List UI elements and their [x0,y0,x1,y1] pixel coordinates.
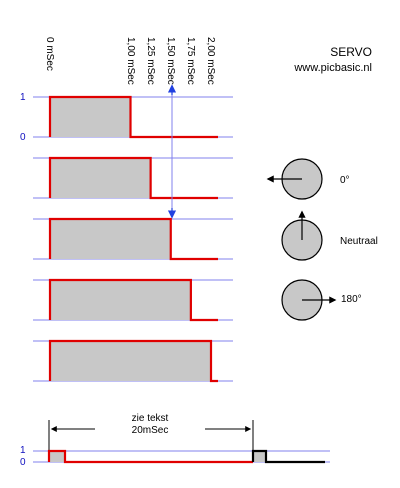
period-pulse-fill-1 [50,451,65,462]
level-label-high: 1 [20,92,26,103]
time-label: 0 mSec [44,37,55,71]
servo-dial-neutral: Neutraal [281,210,378,261]
pulse-row [33,278,233,322]
pulse-signal [48,95,218,139]
pulse-signal [48,339,218,383]
position-label-0: 0° [340,175,350,186]
pulse-row [33,156,233,200]
pulse-fill [50,158,151,198]
period-pulse-signal [47,449,253,464]
pulse-signal [48,278,218,322]
pulse-row: 10 [20,92,233,143]
position-label-neutral: Neutraal [340,236,378,247]
period-pulse-fill-2 [253,451,266,462]
pulse-row [33,217,233,261]
pulse-fill [50,341,211,381]
period-note-1: zie tekst [132,413,169,424]
level-label-low: 0 [20,132,26,143]
pulse-fill [50,280,191,320]
position-label-180: 180° [341,294,362,305]
period-next-signal [251,449,325,464]
pulse-signal [48,217,218,261]
time-label: 1,25 mSec [145,37,156,85]
servo-dial-0: 0° [266,158,350,200]
time-label: 1,50 mSec [165,37,176,85]
period-level-1: 1 [20,445,26,456]
time-label: 1,00 mSec [125,37,136,85]
servo-dial-180: 180° [281,279,362,321]
time-label: 2,00 mSec [205,37,216,85]
period-level-0: 0 [20,457,26,468]
title: SERVO [330,45,372,59]
period-note-2: 20mSec [132,425,169,436]
pulse-rows: 10 [20,92,233,383]
url-text: www.picbasic.nl [293,62,372,74]
time-labels: 0 mSec 1,00 mSec 1,25 mSec 1,50 mSec 1,75 mS… [44,37,216,85]
pulse-row [33,339,233,383]
period-diagram: zie tekst 20mSec 1 0 [20,413,330,468]
pulse-signal [48,156,218,200]
time-label: 1,75 mSec [185,37,196,85]
pulse-fill [50,97,131,137]
pulse-fill [50,219,171,259]
